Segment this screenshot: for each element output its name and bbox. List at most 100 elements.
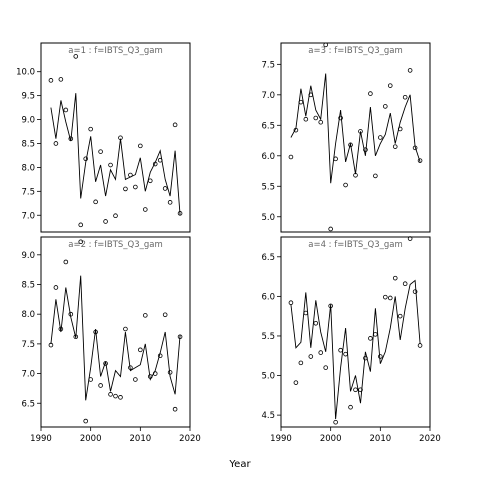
observed-point: [78, 222, 84, 228]
observed-point: [172, 122, 178, 128]
observed-point: [88, 377, 93, 382]
observed-point: [298, 99, 304, 105]
observed-point: [343, 351, 348, 357]
observed-point: [382, 294, 388, 300]
y-tick-label: 6.5: [21, 399, 35, 409]
observed-point: [343, 182, 348, 188]
observed-point: [288, 154, 294, 160]
observed-point: [93, 199, 98, 205]
observed-point: [313, 115, 319, 121]
observed-point: [133, 184, 138, 190]
observed-point: [308, 92, 314, 98]
observed-point: [338, 115, 343, 121]
observed-point: [378, 135, 383, 140]
observed-point: [392, 275, 398, 281]
observed-point: [172, 406, 178, 412]
fitted-line: [50, 275, 181, 401]
panel-1: a=1 : f=IBTS_Q3_gam 7.0 7.5 8.0 8.5 9.0 9.5 10.…: [16, 42, 191, 233]
observed-point: [358, 129, 363, 134]
observed-point: [402, 281, 408, 287]
observed-point: [143, 207, 148, 212]
panel-frame: [280, 236, 431, 428]
fitted-line: [290, 73, 421, 184]
panel-frame: [40, 236, 191, 428]
observed-point: [48, 342, 54, 348]
observed-point: [293, 127, 299, 133]
y-tick-label: 10.0: [16, 68, 35, 78]
y-tick-label: 9.5: [21, 92, 35, 102]
observed-point: [63, 259, 69, 265]
observed-point: [48, 78, 54, 83]
y-tick-label: 6.5: [261, 121, 275, 131]
y-tick-label: 7.5: [261, 60, 275, 70]
observed-point: [68, 311, 74, 317]
y-tick-label: 8.5: [21, 139, 35, 149]
observed-point: [313, 320, 319, 326]
observed-point: [348, 404, 353, 410]
y-tick-label: 8.0: [21, 310, 35, 320]
fitted-line: [290, 279, 421, 420]
observed-point: [303, 116, 309, 122]
observed-point: [73, 334, 79, 340]
observed-point: [303, 310, 309, 316]
observed-point: [323, 42, 329, 48]
x-tick-label: 1990: [270, 434, 292, 444]
observed-point: [308, 354, 314, 359]
x-tick-label: 2010: [130, 434, 152, 444]
observed-point: [397, 126, 403, 132]
y-tick-label: 5.0: [261, 213, 275, 223]
panel-title: a=4 : f=IBTS_Q3_gam: [308, 240, 403, 250]
y-tick-label: 7.0: [261, 91, 275, 101]
observed-point: [363, 147, 368, 152]
y-tick-label: 5.5: [261, 332, 275, 342]
observed-point: [143, 313, 148, 318]
observed-point: [128, 365, 133, 370]
observed-point: [167, 370, 173, 375]
observed-point: [118, 395, 123, 400]
observed-point: [152, 161, 158, 167]
observed-point: [98, 383, 103, 388]
y-tick-label: 4.5: [261, 411, 275, 421]
observed-point: [152, 371, 158, 376]
observed-point: [138, 143, 143, 149]
observed-point: [412, 289, 418, 294]
y-tick-label: 5.0: [261, 372, 275, 382]
panel-2: a=3 : f=IBTS_Q3_gam 5.0 5.5 6.0 6.5 7.0 7.5: [261, 42, 431, 233]
observed-point: [323, 365, 329, 370]
y-tick-label: 8.5: [21, 281, 35, 291]
observed-point: [118, 135, 123, 141]
observed-point: [78, 239, 84, 245]
observed-point: [298, 360, 304, 366]
observed-point: [353, 387, 358, 393]
x-tick-label: 2020: [419, 434, 441, 444]
observed-point: [358, 387, 363, 393]
observed-point: [177, 334, 183, 340]
observed-point: [58, 77, 64, 82]
observed-point: [162, 312, 168, 318]
observed-point: [83, 156, 88, 162]
observed-point: [108, 392, 113, 397]
observed-point: [73, 54, 79, 59]
x-tick-label: 2020: [179, 434, 201, 444]
observed-point: [167, 200, 173, 205]
observed-point: [63, 107, 69, 113]
observed-point: [402, 94, 408, 100]
observed-point: [147, 374, 153, 379]
y-tick-label: 6.0: [261, 152, 275, 162]
observed-point: [53, 141, 59, 146]
panel-title: a=2 : f=IBTS_Q3_gam: [68, 240, 163, 250]
observed-point: [68, 136, 74, 141]
y-tick-label: 5.5: [261, 182, 275, 192]
observed-point: [133, 377, 138, 382]
observed-point: [157, 157, 163, 163]
observed-point: [288, 300, 294, 306]
observed-point: [58, 326, 64, 332]
y-tick-label: 9.0: [21, 251, 35, 261]
y-tick-label: 7.5: [21, 340, 35, 350]
observed-point: [333, 156, 338, 162]
observed-point: [88, 126, 93, 132]
observed-point: [53, 285, 59, 290]
observed-point: [147, 178, 153, 184]
observed-point: [157, 353, 163, 359]
